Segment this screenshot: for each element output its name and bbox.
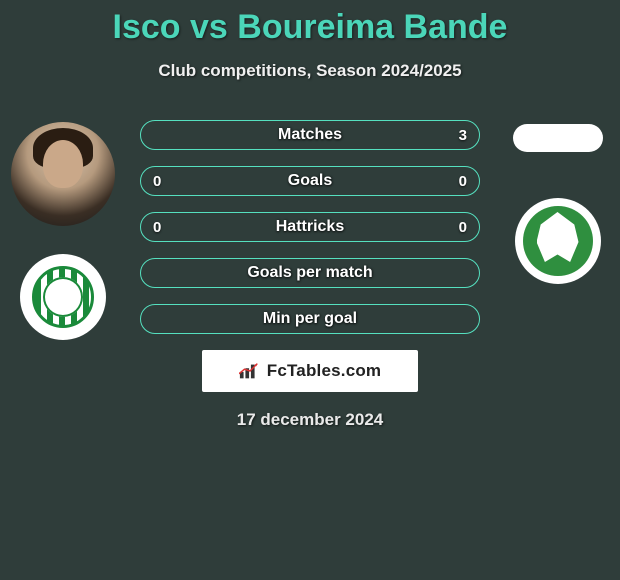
stat-label: Matches bbox=[278, 126, 342, 144]
stat-label: Hattricks bbox=[276, 218, 344, 236]
stat-left-value: 0 bbox=[153, 167, 161, 195]
stat-row-min-per-goal: Min per goal bbox=[140, 304, 480, 334]
stat-right-value: 0 bbox=[459, 213, 467, 241]
betis-crest-icon bbox=[32, 266, 94, 328]
player-right-placeholder bbox=[513, 124, 603, 152]
fctables-logo[interactable]: FcTables.com bbox=[202, 350, 418, 392]
club-badge-left bbox=[20, 254, 106, 340]
stat-row-hattricks: 0 Hattricks 0 bbox=[140, 212, 480, 242]
player-right-column bbox=[500, 110, 615, 284]
bjorkloven-crest-icon bbox=[523, 206, 593, 276]
stat-label: Min per goal bbox=[263, 310, 357, 328]
infographic-date: 17 december 2024 bbox=[140, 410, 480, 430]
player-left-photo bbox=[11, 122, 115, 226]
stat-row-goals: 0 Goals 0 bbox=[140, 166, 480, 196]
stat-right-value: 0 bbox=[459, 167, 467, 195]
player-left-column bbox=[5, 110, 120, 340]
stat-label: Goals bbox=[288, 172, 332, 190]
page-title: Isco vs Boureima Bande bbox=[0, 0, 620, 47]
stat-right-value: 3 bbox=[459, 121, 467, 149]
stats-panel: Matches 3 0 Goals 0 0 Hattricks 0 Goals … bbox=[140, 120, 480, 430]
club-badge-right bbox=[515, 198, 601, 284]
subtitle: Club competitions, Season 2024/2025 bbox=[0, 61, 620, 81]
stat-left-value: 0 bbox=[153, 213, 161, 241]
logo-text: FcTables.com bbox=[267, 361, 382, 381]
stat-row-goals-per-match: Goals per match bbox=[140, 258, 480, 288]
stat-row-matches: Matches 3 bbox=[140, 120, 480, 150]
stat-label: Goals per match bbox=[247, 264, 372, 282]
bar-chart-icon bbox=[239, 362, 261, 380]
